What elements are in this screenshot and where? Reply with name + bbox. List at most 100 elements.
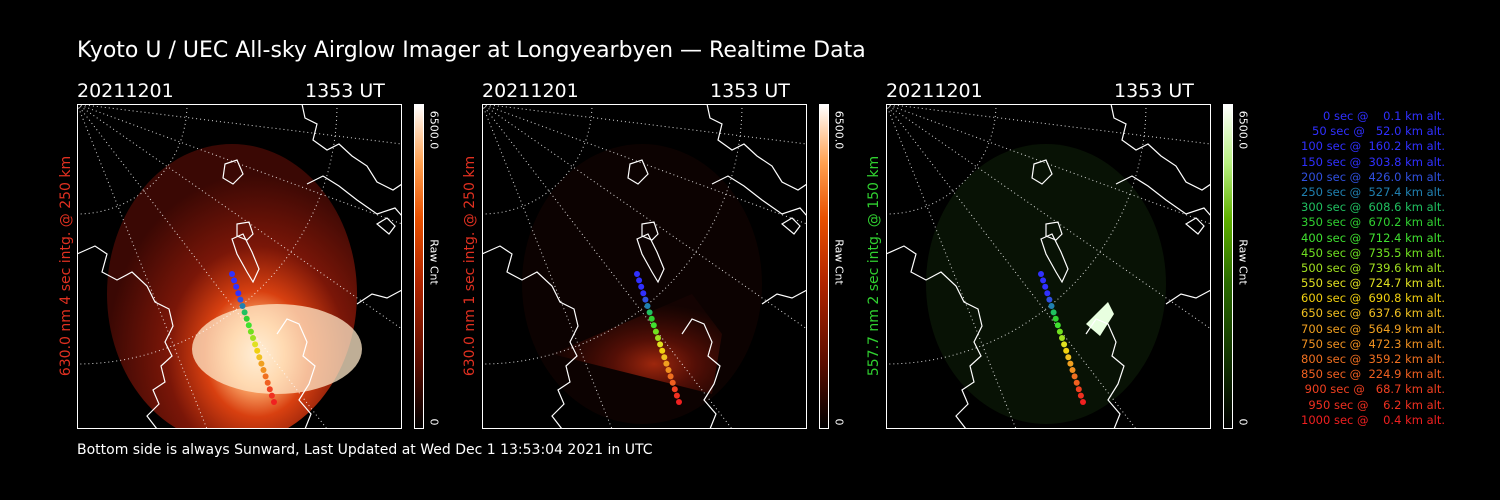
legend-row: 800 sec @ 359.2 km alt. <box>1297 352 1445 366</box>
coastline <box>236 221 254 241</box>
grid-meridian <box>77 104 402 225</box>
trajectory-point <box>233 283 240 290</box>
coastline <box>780 217 801 235</box>
trajectory-point <box>264 379 271 386</box>
panel-2-cbar-min: 0 <box>832 418 846 426</box>
legend-row: 500 sec @ 739.6 km alt. <box>1297 260 1445 275</box>
trajectory-point <box>1046 296 1053 303</box>
legend-row: 50 sec @ 52.0 km alt. <box>1304 124 1445 139</box>
coastline <box>711 175 807 217</box>
panel-frame <box>77 104 402 429</box>
panel-3-cbar-unit: Raw Cnt <box>1236 239 1250 285</box>
trajectory-point <box>243 315 250 322</box>
panel-3-svg <box>886 104 1211 429</box>
trajectory-point <box>1050 309 1057 316</box>
aurora-bright-region <box>192 304 362 394</box>
panel-1-time: 1353 UT <box>305 80 385 102</box>
panel-1-cbar-max: 6500.0 <box>427 110 441 150</box>
trajectory-point <box>665 367 672 373</box>
trajectory-point <box>258 360 265 367</box>
trajectory-point <box>652 328 659 335</box>
coastline <box>641 221 659 241</box>
coastline <box>276 318 316 429</box>
legend-row: 200 sec @ 426.0 km alt. <box>1297 169 1445 184</box>
panel-1-colorbar <box>414 104 424 429</box>
coastline <box>356 289 402 305</box>
grid-meridian <box>77 104 402 145</box>
legend-row: 700 sec @ 564.9 km alt. <box>1297 321 1445 336</box>
trajectory-point <box>1061 341 1068 348</box>
coastline <box>1184 217 1205 235</box>
coastline <box>1110 104 1211 191</box>
coastline <box>1031 159 1053 185</box>
trajectory-point <box>642 296 649 303</box>
trajectory-point <box>1040 277 1047 284</box>
trajectory-point <box>260 367 267 373</box>
trajectory-point <box>1054 322 1061 329</box>
trajectory-point <box>1073 379 1080 386</box>
panel-frame <box>482 104 807 429</box>
trajectory-point <box>237 296 244 303</box>
trajectory-point <box>636 277 643 284</box>
coastline <box>636 233 665 284</box>
coastline <box>375 217 396 235</box>
grid-meridian <box>886 104 1211 145</box>
coastline <box>886 245 983 429</box>
panel-3-colorbar <box>1223 104 1233 429</box>
coastline <box>627 159 649 185</box>
trajectory-point <box>266 386 273 393</box>
panel-1-ylabel: 630.0 nm 4 sec intg. @ 250 km <box>58 155 74 377</box>
trajectory-point <box>659 347 666 354</box>
trajectory-point <box>673 392 680 399</box>
panel-1-cbar-unit: Raw Cnt <box>427 239 441 285</box>
coastline <box>222 159 244 185</box>
trajectory-point <box>268 392 275 399</box>
coastline <box>1045 221 1063 241</box>
footer-note: Bottom side is always Sunward, Last Upda… <box>77 442 653 458</box>
legend-row: 900 sec @ 68.7 km alt. <box>1301 382 1445 397</box>
trajectory-point <box>648 315 655 322</box>
legend-row: 1000 sec @ 0.4 km alt. <box>1301 412 1445 427</box>
trajectory-point <box>1077 392 1084 399</box>
coastline <box>306 175 402 217</box>
coastline <box>301 104 402 191</box>
trajectory-point <box>634 271 640 277</box>
trajectory-point <box>1080 399 1086 405</box>
coastline <box>681 318 721 429</box>
trajectory-point <box>262 373 269 380</box>
panel-2-svg <box>482 104 807 429</box>
legend-row: 850 sec @ 224.9 km alt. <box>1297 367 1445 382</box>
trajectory-point <box>1063 347 1070 354</box>
legend-row: 550 sec @ 724.7 km alt. <box>1297 276 1445 291</box>
panel-3-ylabel: 557.7 nm 2 sec intg. @ 150 km <box>866 155 882 377</box>
trajectory-point <box>1052 315 1059 322</box>
aurora-bright-spot <box>1086 302 1114 336</box>
trajectory-point <box>271 399 277 405</box>
coastline <box>761 289 807 305</box>
grid-meridian <box>77 104 328 429</box>
trajectory-point <box>239 303 246 309</box>
trajectory-point <box>1059 335 1065 341</box>
panel-3-cbar-min: 0 <box>1236 418 1250 426</box>
legend-row: 150 sec @ 303.8 km alt. <box>1297 154 1445 169</box>
trajectory-point <box>1042 283 1049 290</box>
coastline <box>706 104 807 191</box>
grid-meridian <box>482 104 807 145</box>
coastline <box>231 233 260 284</box>
trajectory-point <box>1071 373 1078 380</box>
panel-2-image[interactable] <box>482 104 807 429</box>
legend-row: 300 sec @ 608.6 km alt. <box>1297 200 1445 215</box>
trajectory-point <box>254 347 261 354</box>
trajectory-point <box>1056 328 1063 335</box>
trajectory-point <box>252 341 259 348</box>
panel-2-cbar-max: 6500.0 <box>832 110 846 150</box>
trajectory-point <box>250 335 256 341</box>
panel-1-image[interactable] <box>77 104 402 429</box>
trajectory-point <box>1038 271 1044 277</box>
trajectory-point <box>229 271 235 277</box>
grid-meridian <box>482 104 807 225</box>
panel-3-image[interactable] <box>886 104 1211 429</box>
grid-meridian <box>886 104 1137 429</box>
panel-2-ylabel: 630.0 nm 1 sec intg. @ 250 km <box>462 155 478 377</box>
legend-row: 650 sec @ 637.6 km alt. <box>1297 306 1445 321</box>
